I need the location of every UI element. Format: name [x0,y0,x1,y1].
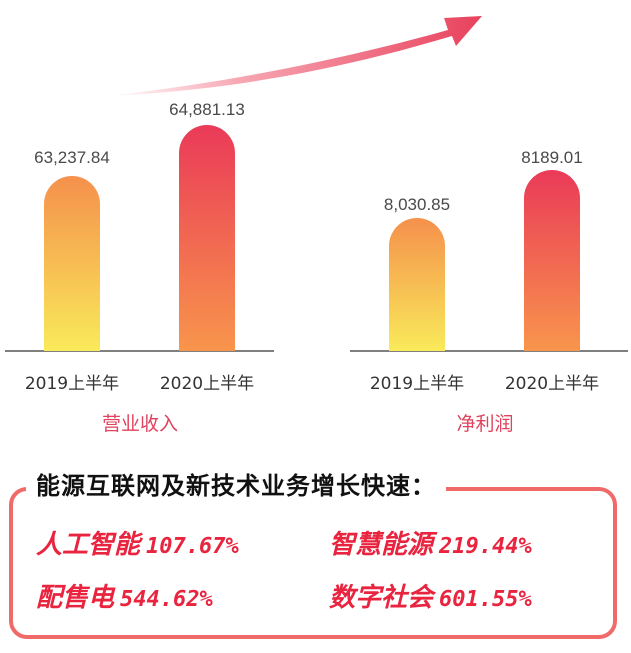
bar-profit-2020 [524,170,580,351]
value-label-profit-2020: 8189.01 [521,148,582,167]
highlight-name: 智慧能源 [329,530,434,560]
chart-title-revenue: 营业收入 [102,413,178,435]
highlight-value: 601.55% [439,587,532,612]
x-tick-profit-2019: 2019上半年 [370,374,464,394]
highlight-item: 智慧能源 219.44% [329,524,532,561]
bar-revenue-2019 [44,176,100,351]
x-tick-profit-2020: 2020上半年 [505,374,599,394]
value-label-revenue-2019: 63,237.84 [34,148,110,167]
x-tick-revenue-2019: 2019上半年 [25,374,119,394]
highlights-heading: 能源互联网及新技术业务增长快速： [26,466,446,501]
highlight-name: 数字社会 [329,583,434,613]
x-tick-revenue-2020: 2020上半年 [160,374,254,394]
highlight-item: 配售电 544.62% [36,577,213,614]
value-label-revenue-2020: 64,881.13 [169,100,245,119]
bar-revenue-2020 [179,125,235,351]
highlights-panel [9,487,617,639]
highlight-item: 人工智能 107.67% [36,524,239,561]
highlight-item: 数字社会 601.55% [329,577,532,614]
highlight-name: 人工智能 [36,530,141,560]
value-label-profit-2019: 8,030.85 [384,195,450,214]
highlight-value: 107.67% [146,534,239,559]
highlight-value: 544.62% [120,587,213,612]
bar-profit-2019 [389,218,445,351]
chart-title-profit: 净利润 [456,413,513,435]
highlight-value: 219.44% [439,534,532,559]
highlight-name: 配售电 [36,583,115,613]
growth-arrow-icon [108,16,482,96]
bar-charts: 63,237.84 64,881.13 8,030.85 8189.01 201… [5,16,628,435]
